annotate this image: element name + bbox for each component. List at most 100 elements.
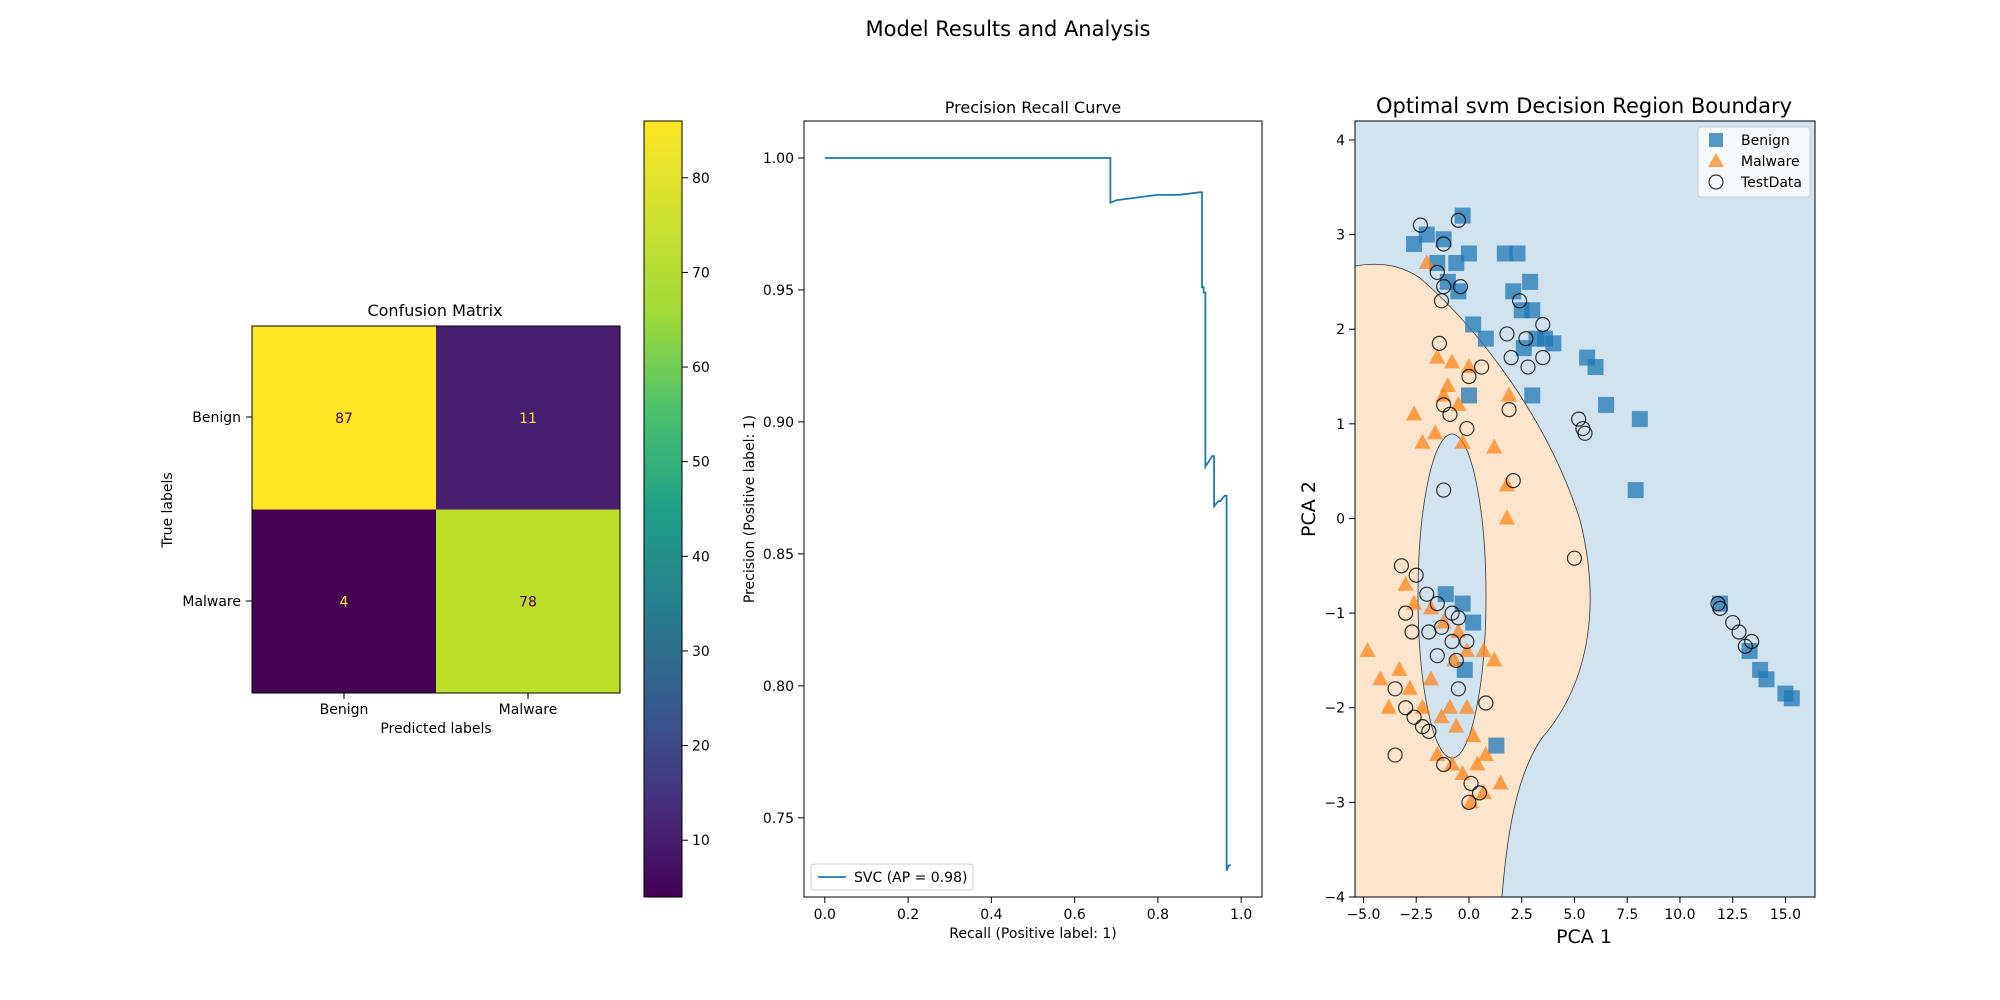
benign-point [1524,387,1541,404]
pr-ytick-label: 1.00 [763,151,794,167]
benign-point [1509,245,1526,262]
benign-point [1406,236,1423,253]
testdata-point [1535,316,1551,333]
malware-point [1422,670,1439,686]
testdata-point [1478,695,1494,711]
cm-xtick-label: Benign [320,702,369,718]
db-ytick-label: −1 [1324,606,1345,622]
benign-point [1454,207,1471,224]
pr-legend: SVC (AP = 0.98) [810,863,974,891]
testdata-point [1436,236,1452,252]
testdata-point [1535,349,1551,366]
testdata-point [1501,402,1517,418]
testdata-point [1436,482,1452,498]
testdata-point [1712,600,1728,616]
malware-point [1391,660,1408,676]
pr-legend-box [810,863,974,891]
confusion-matrix-panel: Confusion Matrix 87 114 78 Benign Malware … [160,120,710,898]
malware-point [1469,755,1486,771]
benign-point [1418,226,1435,243]
pr-ylabel: Precision (Positive label: 1) [742,415,758,603]
precision-recall-panel: Precision Recall Curve 0.0 0.2 0.4 0.6 0.8 1.… [742,98,1263,942]
benign-point [1488,737,1505,754]
malware-point [1458,698,1475,714]
malware-point [1414,698,1431,714]
db-ytick-label: −2 [1324,701,1345,717]
colorbar-tick-label: 30 [692,644,710,660]
db-ytick-label: 3 [1336,228,1345,244]
pr-ytick-label: 0.85 [763,547,794,563]
testdata-point [1505,473,1521,489]
malware-point [1427,424,1444,440]
db-yticks: −4 −3 −2 −1 0 1 2 3 4 [1324,133,1355,906]
malware-point [1450,395,1467,411]
benign-point [1505,283,1522,300]
testdata-point [1404,624,1420,640]
benign-point [1465,614,1482,631]
benign-point [1448,254,1465,271]
testdata-point [1450,681,1466,697]
malware-point [1429,348,1446,364]
legend-malware-marker [1708,153,1724,167]
legend-malware-label: Malware [1741,154,1800,170]
pr-ytick-label: 0.75 [763,811,794,827]
benign-point [1477,330,1494,347]
cm-ylabel: True labels [160,472,176,548]
legend-testdata-marker [1708,174,1724,190]
malware-point [1454,764,1471,780]
benign-point [1450,283,1467,300]
malware-point [1498,509,1515,525]
db-ytick-label: 1 [1336,417,1345,433]
cm-ytick-label: Malware [182,594,241,610]
testdata-point [1429,264,1445,281]
cm-cell [436,509,620,693]
malware-point [1439,376,1456,392]
testdata-point [1444,633,1460,650]
benign-point [1598,396,1615,413]
pr-legend-label: SVC (AP = 0.98) [854,870,967,886]
testdata-point [1511,293,1528,309]
malware-point [1441,698,1458,714]
malware-point [1397,575,1414,591]
benign-point [1435,231,1452,248]
malware-point [1359,641,1376,657]
db-xtick-label: 0.0 [1458,907,1480,923]
cm-cell-value: 4 [340,594,349,610]
cm-cells: 87 11 4 78 [252,326,620,693]
benign-point [1460,245,1477,262]
cm-xtick-label: Malware [499,702,558,718]
testdata-point [1429,648,1445,664]
testdata-point [1450,212,1466,228]
malware-point [1380,698,1397,714]
db-xtick-label: 2.5 [1511,907,1533,923]
testdata-point [1461,368,1477,385]
testdata-point [1459,420,1475,437]
db-xtick-label: 5.0 [1563,907,1585,923]
testdata-point [1408,567,1424,583]
pr-frame [803,120,1263,898]
db-legend-box [1697,126,1811,198]
pr-xtick-label: 0.4 [980,907,1002,923]
pr-xtick-label: 0.0 [814,907,836,923]
malware-point [1465,727,1482,743]
testdata-point [1398,700,1414,716]
benign-point [1496,245,1513,262]
testdata-point [1393,558,1410,574]
testdata-point [1744,633,1760,650]
testdata-point [1387,747,1403,763]
benign-point [1515,340,1532,357]
cm-cell [252,326,436,510]
cm-cell-value: 78 [519,594,537,610]
testdata-point [1452,279,1469,295]
benign-point [1454,595,1471,612]
colorbar-tick-label: 20 [692,739,710,755]
db-xtick-label: −5.0 [1346,907,1380,923]
benign-point [1545,335,1562,352]
benign-point [1524,302,1541,319]
benign-point [1460,387,1477,404]
legend-benign-label: Benign [1741,133,1790,149]
pr-yticks: 0.75 0.80 0.85 0.90 0.95 1.00 [763,151,804,827]
benign-point [1587,359,1604,376]
colorbar-tick-label: 10 [692,833,710,849]
